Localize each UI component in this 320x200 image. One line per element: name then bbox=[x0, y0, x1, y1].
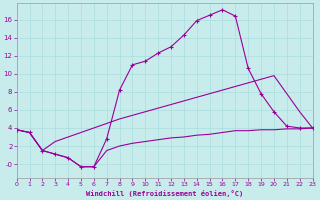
X-axis label: Windchill (Refroidissement éolien,°C): Windchill (Refroidissement éolien,°C) bbox=[86, 190, 243, 197]
